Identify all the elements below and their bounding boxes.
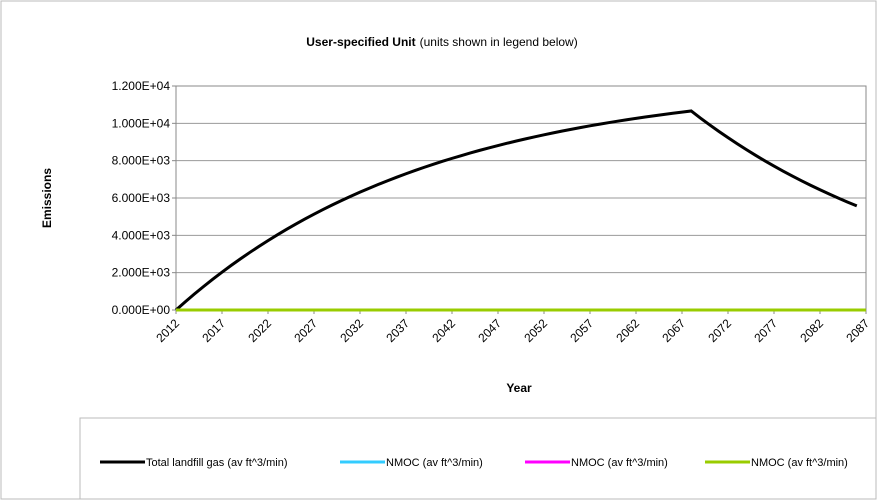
- y-tick-label: 0.000E+00: [112, 303, 171, 317]
- chart-title-group: User-specified Unit (units shown in legen…: [306, 35, 577, 49]
- y-tick-label: 8.000E+03: [112, 154, 171, 168]
- y-tick-label: 6.000E+03: [112, 191, 171, 205]
- chart-subtitle: (units shown in legend below): [420, 35, 578, 49]
- legend-label: NMOC (av ft^3/min): [571, 457, 668, 469]
- y-tick-label: 1.000E+04: [112, 116, 171, 130]
- legend-box: [79, 417, 876, 499]
- y-tick-label: 2.000E+03: [112, 266, 171, 280]
- y-tick-label: 4.000E+03: [112, 228, 171, 242]
- series-line: [175, 109, 858, 312]
- y-axis-label: Emissions: [40, 168, 54, 228]
- x-axis-label: Year: [506, 381, 532, 395]
- legend-label: NMOC (av ft^3/min): [386, 457, 483, 469]
- chart-title: User-specified Unit: [306, 35, 415, 49]
- legend-label: NMOC (av ft^3/min): [751, 457, 848, 469]
- legend-label: Total landfill gas (av ft^3/min): [146, 457, 288, 469]
- y-tick-label: 1.200E+04: [112, 79, 171, 93]
